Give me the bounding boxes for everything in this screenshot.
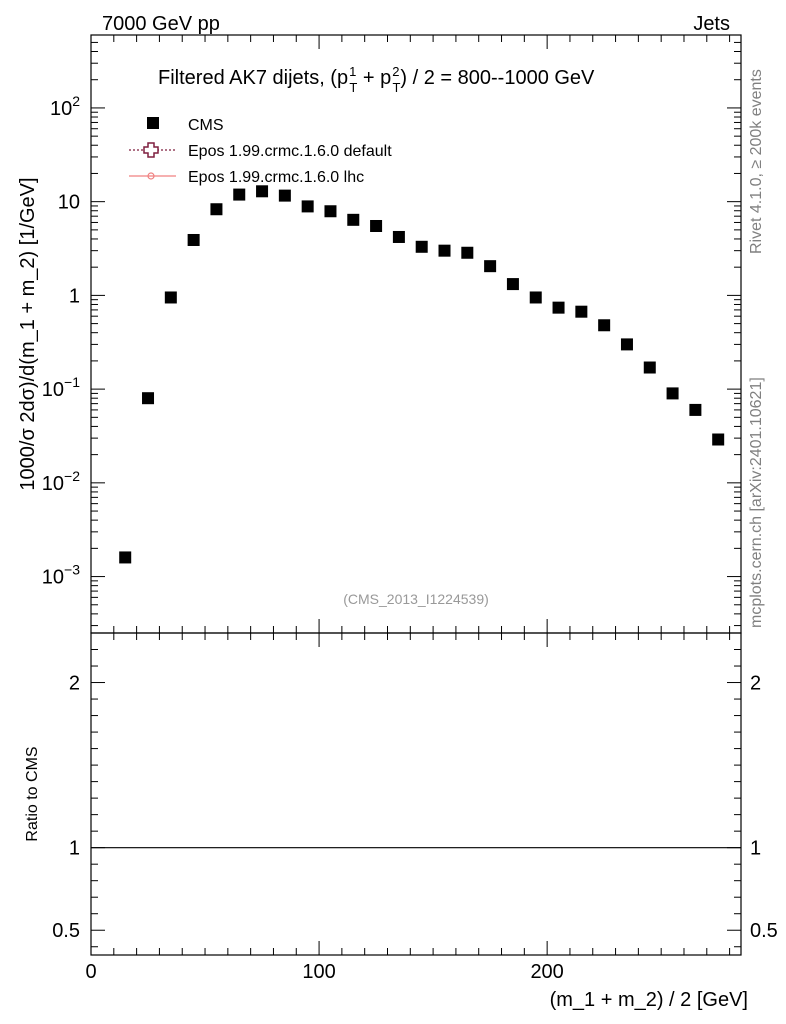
data-point-cms: [712, 433, 725, 446]
data-point-cms: [689, 403, 702, 416]
data-point-cms: [324, 205, 337, 218]
data-point-cms: [575, 305, 588, 318]
x-tick-label: 200: [530, 961, 563, 983]
y-tick-label: 10: [58, 192, 80, 214]
data-point-cms: [301, 200, 314, 213]
axes-layer: 0 100 200 102 10 1 10−1 10−2 10−3 2 2 1 1 0.5 0.5: [42, 34, 778, 983]
y-axis-label: 1000/σ 2dσ)/d(m_1 + m_2) [1/GeV]: [17, 177, 39, 490]
rivet-label: Rivet 4.1.0, ≥ 200k events: [748, 69, 765, 254]
data-point-cms: [620, 338, 633, 351]
ratio-plot-frame: [90, 632, 742, 956]
data-point-cms: [461, 246, 474, 259]
mcplots-label: mcplots.cern.ch [arXiv:2401.10621]: [748, 377, 765, 628]
ratio-tick-label-right: 0.5: [750, 920, 778, 942]
ratio-tick-label-right: 1: [750, 838, 761, 860]
y-tick-label: 10−3: [42, 562, 80, 589]
legend-label-epos-default: Epos 1.99.crmc.1.6.0 default: [188, 143, 392, 160]
y-tick-label: 102: [50, 93, 80, 120]
plot-title: Filtered AK7 dijets, (p1 T + p2 T) / 2 = 8…: [158, 64, 595, 95]
ratio-tick-label-left: 1: [69, 838, 80, 860]
data-point-cms: [142, 392, 155, 405]
data-point-cms: [370, 219, 383, 232]
ratio-y-axis-label: Ratio to CMS: [24, 746, 41, 841]
header-right: Jets: [693, 13, 730, 35]
analysis-watermark: (CMS_2013_I1224539): [343, 591, 489, 607]
legend-label-cms: CMS: [188, 117, 224, 134]
y-tick-label: 1: [69, 285, 80, 307]
legend-label-epos-lhc: Epos 1.99.crmc.1.6.0 lhc: [188, 169, 364, 186]
legend-marker-epos-lhc: [147, 172, 155, 180]
data-point-cms: [210, 203, 223, 216]
header-left: 7000 GeV pp: [102, 13, 220, 35]
data-point-cms: [233, 188, 246, 201]
data-point-cms: [598, 319, 611, 332]
data-point-cms: [552, 301, 565, 314]
legend: CMS Epos 1.99.crmc.1.6.0 default Epos 1.…: [129, 117, 392, 186]
y-tick-label: 10−1: [42, 374, 80, 401]
data-point-cms: [119, 551, 132, 564]
ratio-tick-label-left: 0.5: [52, 920, 80, 942]
data-point-cms: [484, 260, 497, 273]
data-point-cms: [347, 213, 360, 226]
data-point-cms: [643, 361, 656, 374]
data-point-cms: [278, 189, 291, 202]
x-tick-label: 0: [85, 961, 96, 983]
data-point-cms: [187, 233, 200, 246]
data-point-cms: [438, 244, 451, 257]
x-tick-label: 100: [302, 961, 335, 983]
data-point-cms: [666, 387, 679, 400]
y-tick-label: 10−2: [42, 468, 80, 495]
data-point-cms: [529, 291, 542, 304]
legend-marker-epos-default: [143, 142, 159, 158]
data-point-cms: [506, 278, 519, 291]
data-point-cms: [164, 291, 177, 304]
data-point-cms: [415, 240, 428, 253]
data-point-cms: [392, 230, 405, 243]
legend-marker-cms: [147, 117, 159, 129]
ratio-tick-label-left: 2: [69, 673, 80, 695]
data-points-layer: [119, 185, 725, 564]
ratio-tick-label-right: 2: [750, 673, 761, 695]
data-point-cms: [256, 185, 269, 198]
x-axis-label: (m_1 + m_2) / 2 [GeV]: [550, 989, 748, 1011]
